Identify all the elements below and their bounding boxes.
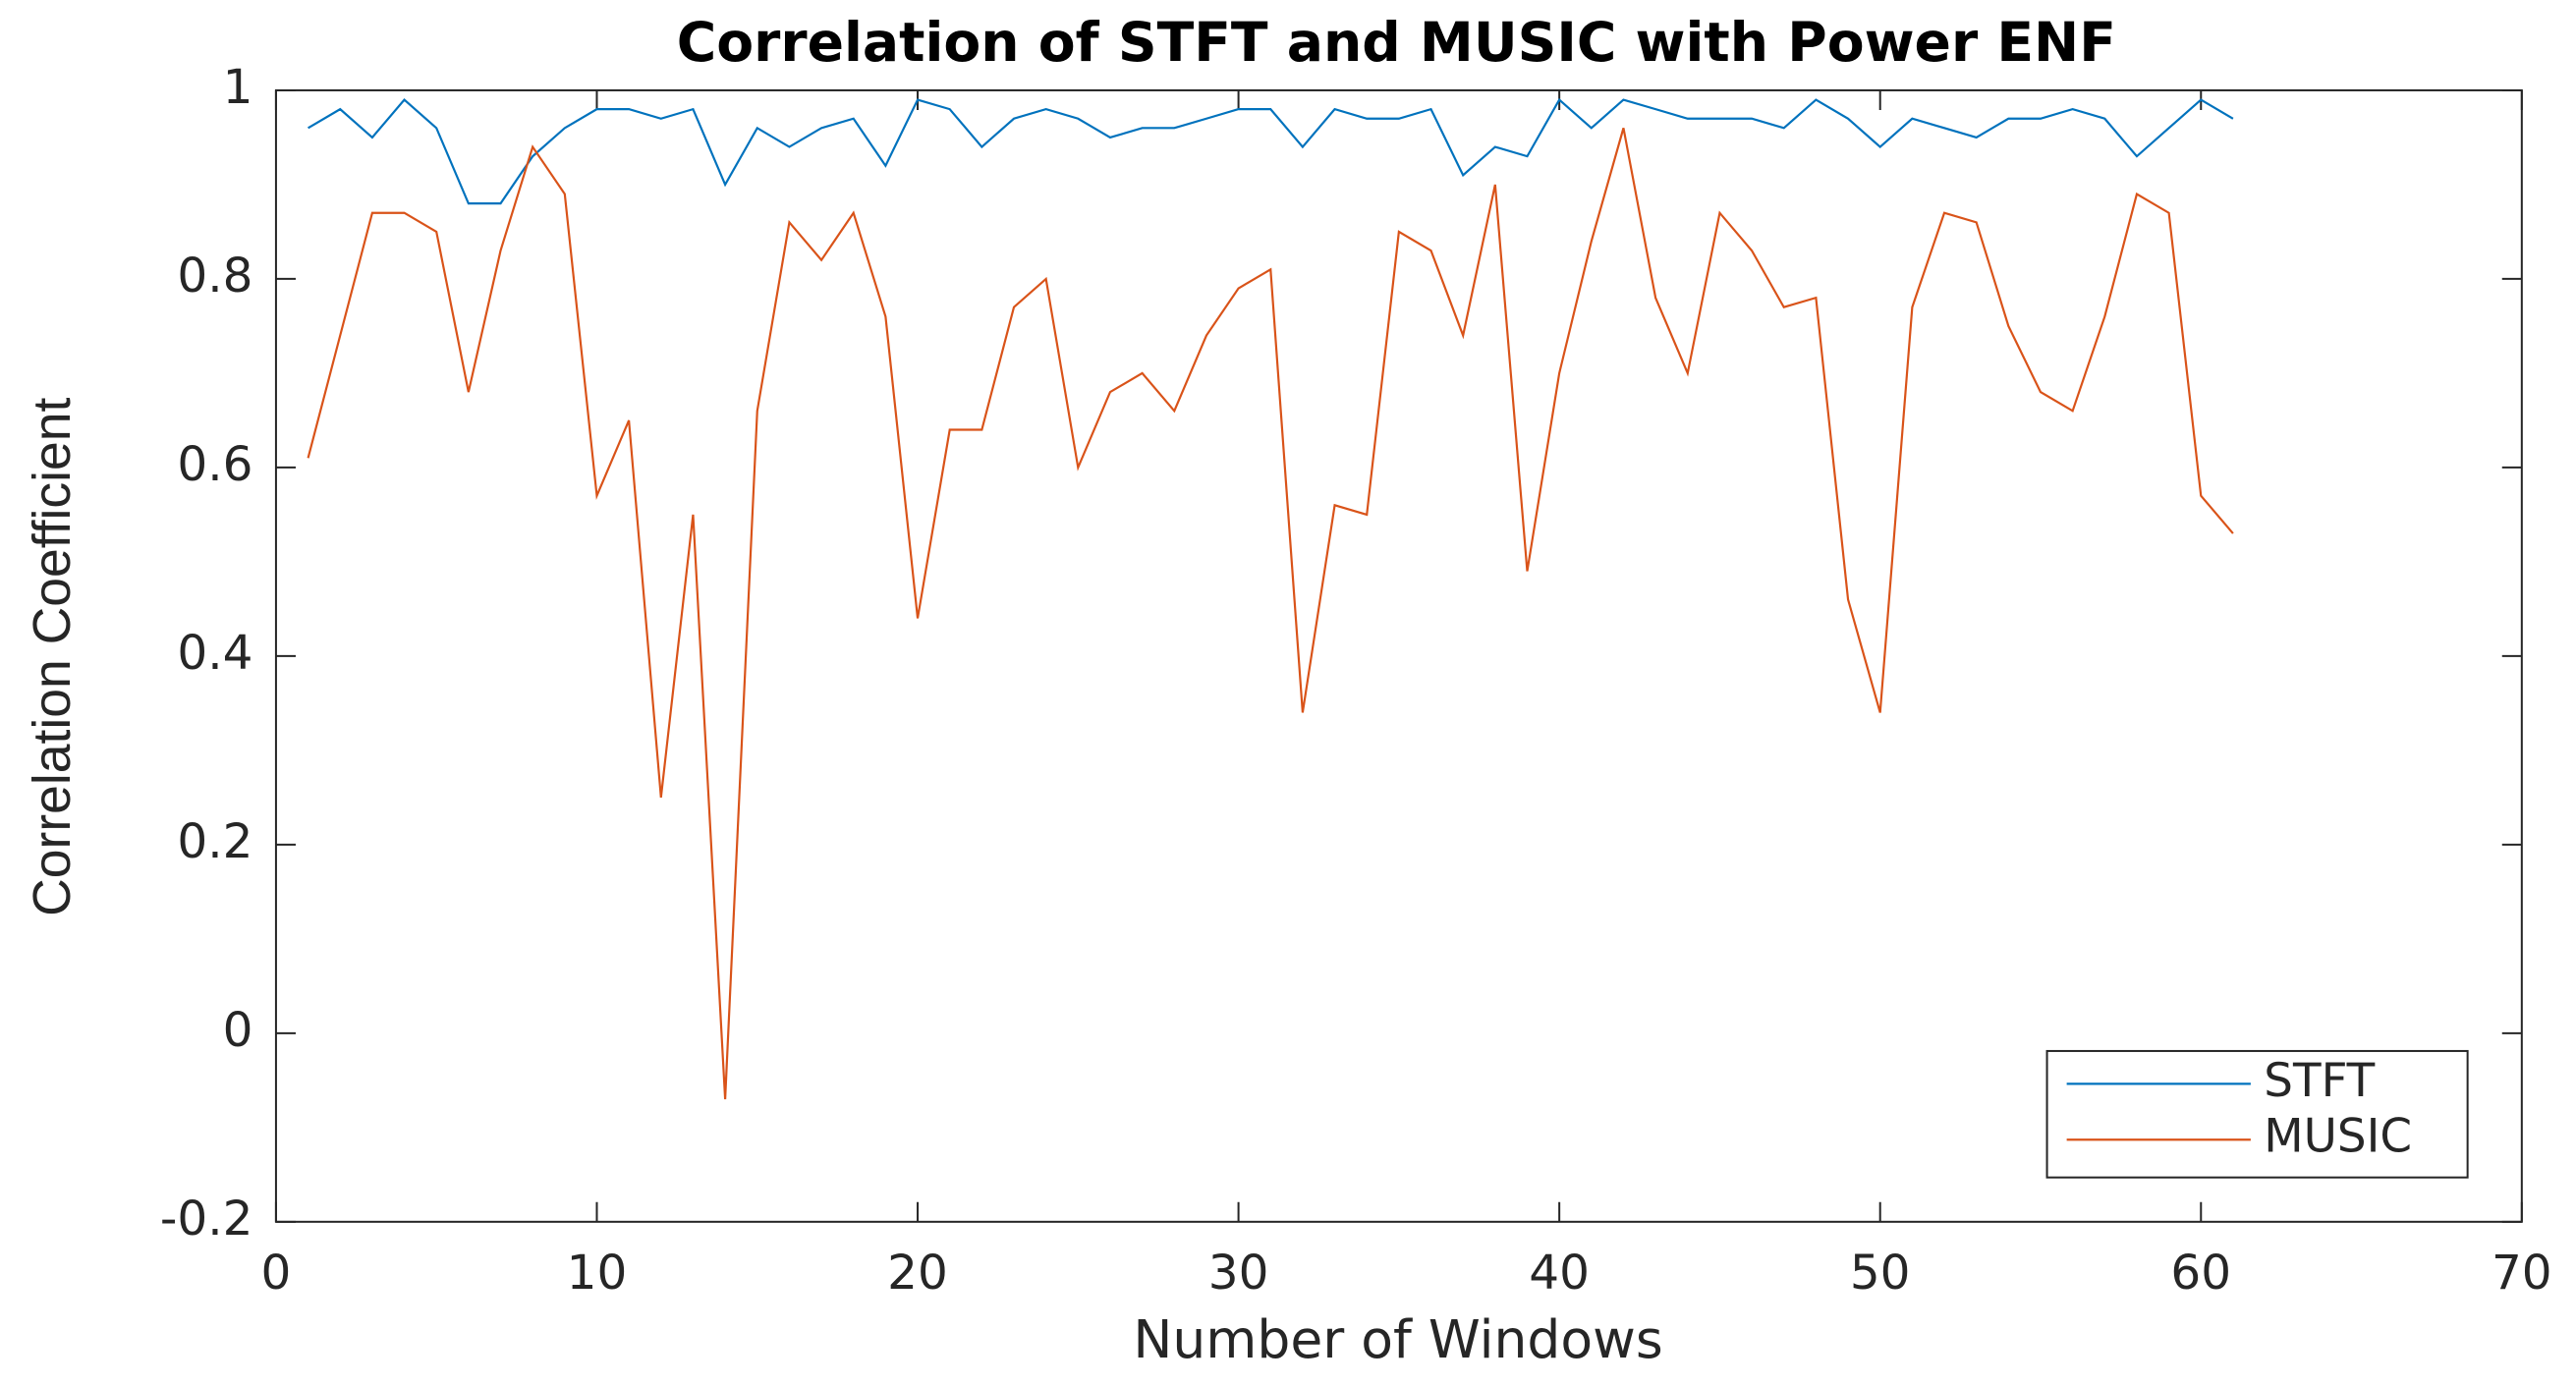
x-tick-label: 10 <box>567 1246 628 1301</box>
x-tick-label: 70 <box>2492 1246 2552 1301</box>
series-line <box>307 128 2234 1100</box>
x-tick-label: 30 <box>1208 1246 1269 1301</box>
legend-box <box>2045 1049 2469 1179</box>
y-tick-label: 0.4 <box>177 626 252 681</box>
series-line <box>308 97 2234 205</box>
y-tick-label: 0.6 <box>177 437 252 492</box>
legend-label: STFT <box>2264 1055 2375 1108</box>
y-tick-label: -0.2 <box>160 1192 253 1247</box>
y-tick-label: 1 <box>223 60 253 115</box>
x-tick-label: 50 <box>1850 1246 1911 1301</box>
x-tick-label: 40 <box>1529 1246 1590 1301</box>
y-axis-label: Correlation Coefficient <box>24 397 82 915</box>
x-tick-label: 0 <box>261 1246 292 1301</box>
x-axis-label: Number of Windows <box>1133 1308 1662 1370</box>
y-tick-label: 0.2 <box>177 814 252 869</box>
legend-label: MUSIC <box>2264 1111 2412 1164</box>
x-tick-label: 60 <box>2170 1246 2231 1301</box>
chart-title: Correlation of STFT and MUSIC with Power… <box>677 12 2116 75</box>
y-tick-label: 0 <box>223 1003 253 1058</box>
x-tick-label: 20 <box>887 1246 948 1301</box>
y-tick-label: 0.8 <box>177 249 252 304</box>
